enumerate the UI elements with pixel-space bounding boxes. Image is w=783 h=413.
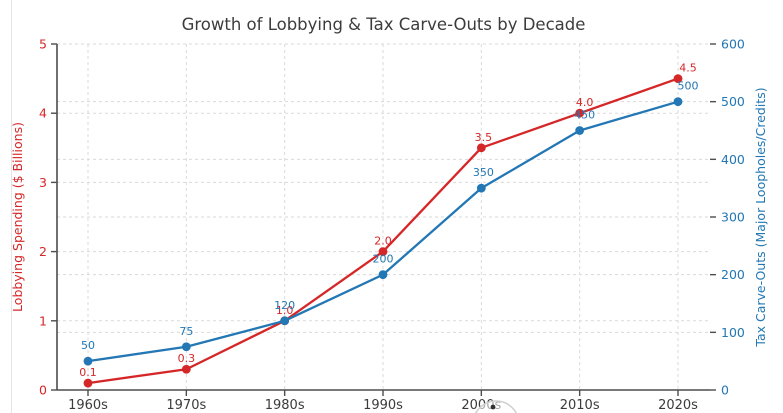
- click-ring: [474, 400, 518, 413]
- left-axis-tick-label: 4: [39, 106, 47, 121]
- window-left-edge: [11, 0, 12, 413]
- right-axis-tick-label: 0: [721, 383, 729, 398]
- data-point: [476, 183, 486, 193]
- cursor-click-indicator: [474, 400, 518, 413]
- left-axis-tick-label: 5: [39, 37, 47, 52]
- x-axis-tick-label: 1970s: [166, 398, 206, 413]
- data-point: [673, 74, 683, 83]
- left-axis-tick-label: 1: [39, 313, 47, 328]
- left-axis-tick-label: 3: [39, 175, 47, 190]
- data-point-label: 3.5: [475, 131, 493, 144]
- data-point-label: 120: [274, 299, 295, 312]
- data-point: [575, 126, 585, 135]
- x-axis-tick-label: 2020s: [658, 398, 698, 413]
- data-point-label: 200: [373, 253, 394, 266]
- left-axis-label: Lobbying Spending ($ Billions): [10, 122, 25, 312]
- data-point-label: 75: [179, 325, 193, 338]
- right-axis-tick-label: 300: [721, 210, 745, 225]
- data-point: [181, 364, 191, 374]
- chart-title: Growth of Lobbying & Tax Carve-Outs by D…: [182, 15, 586, 34]
- data-point-label: 350: [473, 166, 494, 179]
- data-point-label: 0.3: [178, 352, 196, 365]
- right-axis-tick-label: 600: [721, 37, 745, 52]
- data-point-label: 4.0: [576, 96, 594, 109]
- data-point-label: 50: [81, 339, 95, 352]
- data-point: [673, 97, 683, 107]
- data-point: [378, 270, 388, 280]
- data-point: [83, 356, 93, 366]
- right-axis-tick-label: 500: [721, 94, 745, 109]
- x-axis-tick-label: 1990s: [363, 398, 403, 413]
- x-axis-tick-label: 1980s: [265, 398, 305, 413]
- data-point-label: 450: [574, 109, 595, 122]
- right-axis-tick-label: 100: [721, 325, 745, 340]
- x-axis-tick-label: 1960s: [68, 398, 108, 413]
- data-point-label: 4.5: [679, 62, 697, 75]
- data-point-label: 0.1: [79, 366, 97, 379]
- data-point: [378, 247, 388, 256]
- data-point-label: 500: [678, 80, 699, 93]
- data-point: [181, 342, 191, 352]
- right-axis-label: Tax Carve-Outs (Major Loopholes/Credits): [753, 87, 768, 347]
- x-axis-tick-label: 2010s: [560, 398, 600, 413]
- data-point: [83, 378, 93, 388]
- click-dot: [490, 404, 496, 410]
- data-point: [280, 316, 290, 326]
- data-point-label: 2.0: [374, 235, 392, 248]
- data-point: [575, 108, 585, 118]
- left-axis-tick-label: 2: [39, 244, 47, 259]
- right-axis-tick-label: 400: [721, 152, 745, 167]
- data-point-label: 1.0: [276, 304, 294, 317]
- right-axis-tick-label: 200: [721, 267, 745, 282]
- left-axis-tick-label: 0: [39, 383, 47, 398]
- data-point: [476, 143, 486, 153]
